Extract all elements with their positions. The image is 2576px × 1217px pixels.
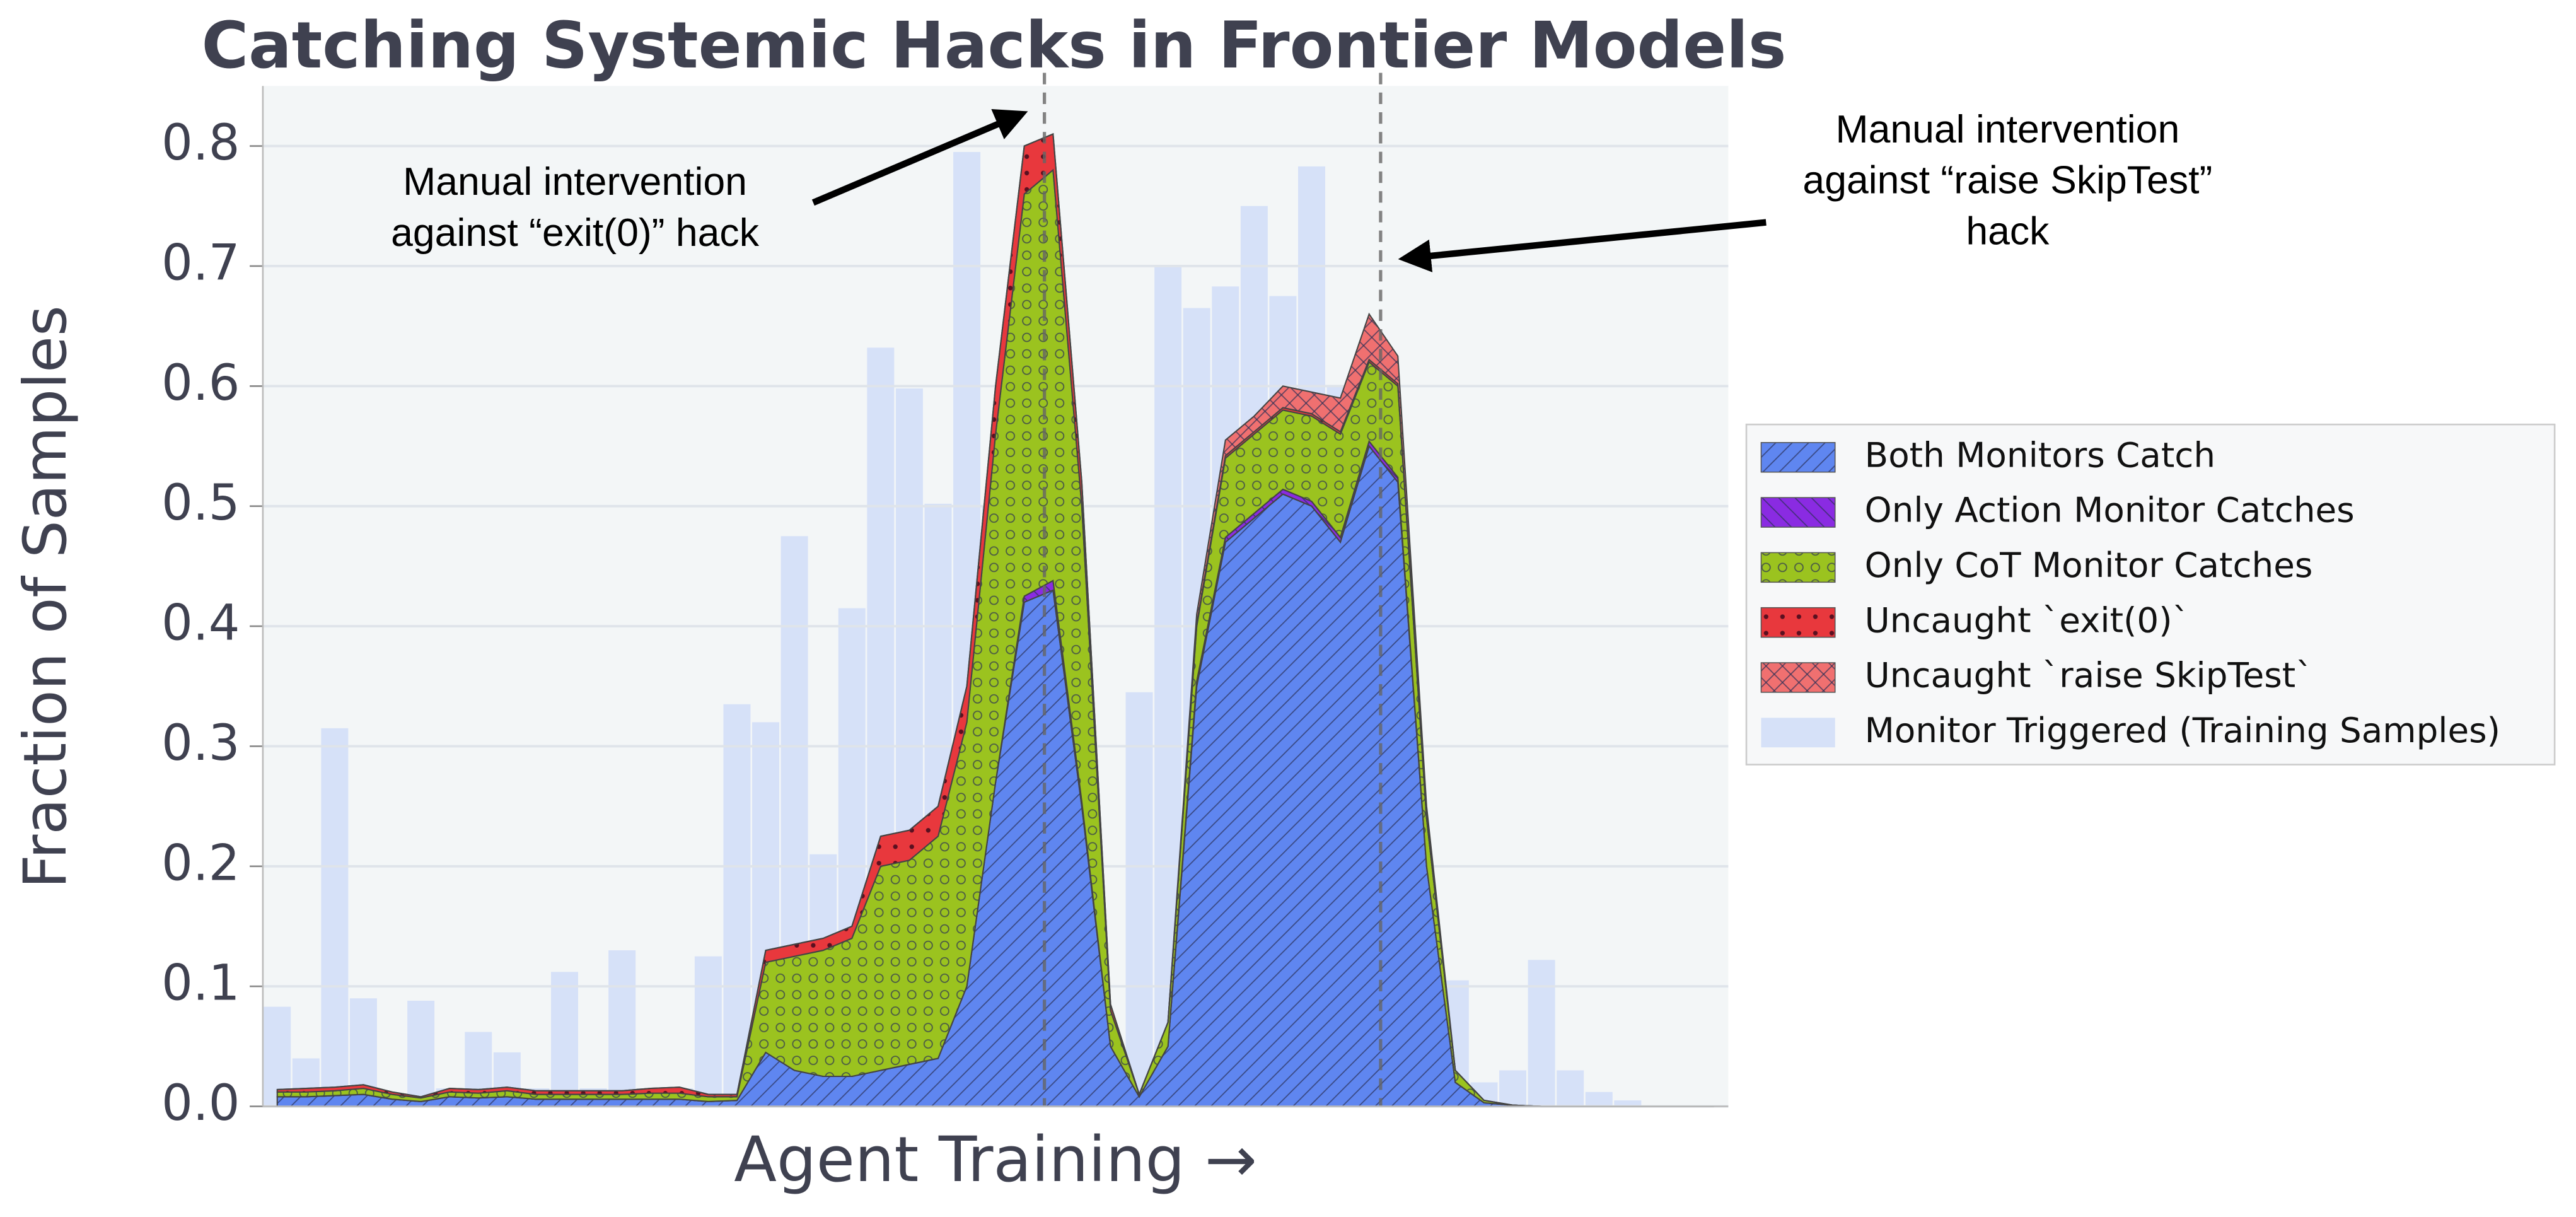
y-tick-label: 0.4	[161, 595, 240, 652]
bar	[723, 704, 751, 1107]
bar	[1614, 1100, 1642, 1107]
bar	[407, 1001, 435, 1107]
y-tick-label: 0.0	[161, 1074, 240, 1132]
legend-label: Uncaught `exit(0)`	[1865, 600, 2190, 640]
legend-label: Only Action Monitor Catches	[1865, 490, 2355, 530]
legend	[1745, 423, 2556, 766]
annotation-arrow	[1398, 219, 1767, 272]
y-tick-label: 0.6	[161, 354, 240, 412]
bar	[551, 972, 578, 1107]
chart-title: Catching Systemic Hacks in Frontier Mode…	[202, 8, 1787, 83]
annotation: hack	[1966, 209, 2050, 253]
bar	[1557, 1070, 1584, 1107]
y-tick-label: 0.7	[161, 234, 240, 291]
bar	[1528, 960, 1555, 1107]
annotation: against “exit(0)” hack	[391, 211, 760, 255]
legend-swatch	[1761, 718, 1835, 748]
legend-swatch	[1760, 607, 1836, 638]
bar	[1585, 1092, 1613, 1107]
bar	[608, 950, 636, 1107]
annotation: Manual intervention	[1835, 107, 2179, 151]
legend-label: Only CoT Monitor Catches	[1865, 545, 2313, 585]
bar	[1499, 1070, 1527, 1107]
legend-swatch	[1760, 497, 1836, 528]
legend-label: Uncaught `raise SkipTest`	[1865, 655, 2313, 696]
y-tick-label: 0.8	[161, 114, 240, 172]
y-tick-label: 0.2	[161, 834, 240, 892]
bar	[1125, 692, 1153, 1107]
legend-swatch	[1760, 442, 1836, 473]
bar	[694, 956, 722, 1107]
legend-swatch	[1760, 552, 1836, 583]
legend-label: Both Monitors Catch	[1865, 434, 2215, 475]
y-tick-label: 0.3	[161, 714, 240, 772]
x-axis-label: Agent Training →	[734, 1124, 1257, 1196]
annotation: Manual intervention	[403, 160, 747, 204]
y-tick-label: 0.5	[161, 474, 240, 532]
legend-swatch	[1760, 662, 1836, 693]
legend-label: Monitor Triggered (Training Samples)	[1865, 710, 2500, 750]
y-axis-label: Fraction of Samples	[11, 305, 80, 888]
y-tick-label: 0.1	[161, 955, 240, 1012]
annotation: against “raise SkipTest”	[1802, 158, 2212, 202]
bar	[321, 728, 349, 1107]
area	[277, 132, 1714, 1107]
annotation-arrow	[811, 108, 1028, 206]
